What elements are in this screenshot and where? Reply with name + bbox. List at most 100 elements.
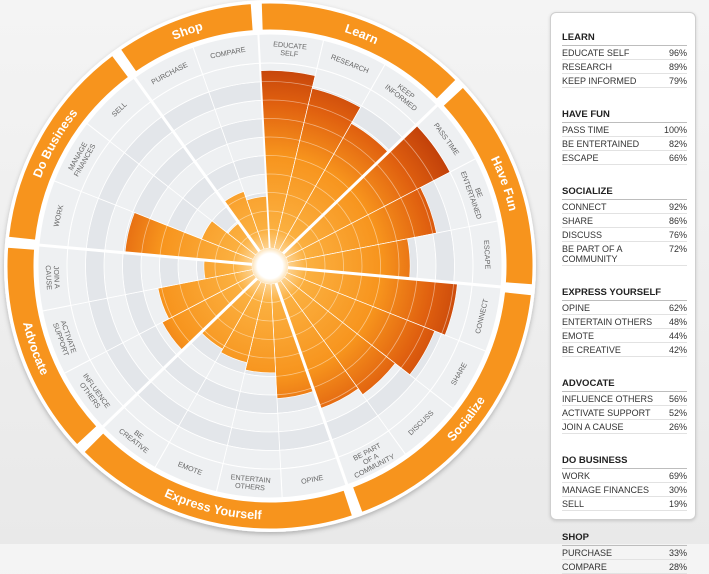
section-ring-express-yourself	[83, 432, 354, 530]
legend-label: DISCUSS	[562, 230, 603, 240]
legend-row: ACTIVATE SUPPORT 52%	[562, 406, 687, 420]
grid-band	[103, 250, 126, 299]
section-ring-have-fun	[442, 86, 534, 286]
legend-value: 62%	[668, 303, 687, 313]
legend-label: EDUCATE SELF	[562, 48, 630, 58]
legend-group-title: HAVE FUN	[562, 96, 687, 123]
grid-band	[159, 255, 181, 288]
legend-label: SHARE	[562, 216, 594, 226]
section-divider	[78, 277, 259, 451]
legend-label: RESEARCH	[562, 62, 613, 72]
legend-label: INFLUENCE OTHERS	[562, 394, 654, 404]
legend-group: HAVE FUN PASS TIME 100% BE ENTERTAINED 82% ES…	[562, 96, 687, 165]
legend-value: 96%	[668, 48, 687, 58]
legend-label: WORK	[562, 471, 590, 481]
wheel-label-opine: OPINE	[300, 473, 324, 486]
wheel-label-educate-self: EDUCATESELF	[272, 39, 307, 59]
legend-value: 28%	[668, 562, 687, 572]
legend-row: EDUCATE SELF 96%	[562, 46, 687, 60]
legend-row: CONNECT 92%	[562, 200, 687, 214]
legend-label: JOIN A CAUSE	[562, 422, 624, 432]
legend-value: 82%	[668, 139, 687, 149]
section-divider	[287, 266, 535, 292]
legend-label: MANAGE FINANCES	[562, 485, 650, 495]
wheel-label-entertain-others: ENTERTAINOTHERS	[230, 472, 271, 493]
legend-label: PURCHASE	[562, 548, 613, 558]
legend-label: SELL	[562, 499, 585, 509]
legend-value: 66%	[668, 153, 687, 163]
legend-label: KEEP INFORMED	[562, 76, 637, 86]
legend-group-title: ADVOCATE	[562, 365, 687, 392]
grid-band	[122, 252, 144, 296]
section-divider	[114, 49, 261, 253]
grid-band	[177, 257, 199, 285]
legend-value: 44%	[668, 331, 687, 341]
legend-group: DO BUSINESS WORK 69% MANAGE FINANCES 30% SELL…	[562, 442, 687, 511]
legend-label: COMPARE	[562, 562, 607, 572]
grid-band	[140, 253, 163, 292]
section-ring-shop	[119, 3, 254, 73]
legend-value: 76%	[668, 230, 687, 240]
legend-row: INFLUENCE OTHERS 56%	[562, 392, 687, 406]
legend-row: BE PART OF A COMMUNITY 72%	[562, 242, 687, 266]
legend-group-title: DO BUSINESS	[562, 442, 687, 469]
legend-group: SHOP PURCHASE 33% COMPARE 28%	[562, 519, 687, 574]
legend-row: BE CREATIVE 42%	[562, 343, 687, 357]
legend-label: PASS TIME	[562, 125, 610, 135]
legend-value: 52%	[668, 408, 687, 418]
legend-row: PASS TIME 100%	[562, 123, 687, 137]
legend-label: ACTIVATE SUPPORT	[562, 408, 651, 418]
legend-panel: LEARN EDUCATE SELF 96% RESEARCH 89% KEEP INFO…	[550, 12, 696, 574]
legend-group-title: EXPRESS YOURSELF	[562, 274, 687, 301]
legend-label: BE CREATIVE	[562, 345, 621, 355]
legend-label: BE PART OF A COMMUNITY	[562, 244, 623, 264]
legend-row: MANAGE FINANCES 30%	[562, 483, 687, 497]
legend-value: 33%	[668, 548, 687, 558]
section-ring-socialize	[351, 291, 532, 514]
legend-label: CONNECT	[562, 202, 607, 212]
legend-value: 48%	[668, 317, 687, 327]
grid-band	[235, 391, 279, 414]
legend-value: 19%	[668, 499, 687, 509]
legend-label: ESCAPE	[562, 153, 599, 163]
section-divider	[274, 282, 360, 517]
legend-value: 42%	[668, 345, 687, 355]
legend-row: ENTERTAIN OTHERS 48%	[562, 315, 687, 329]
section-ring-do-business	[8, 54, 130, 241]
section-divider	[281, 81, 462, 255]
grid-band	[414, 233, 437, 282]
wheel-label-escape: ESCAPE	[482, 240, 493, 270]
legend-value: 56%	[668, 394, 687, 404]
grid-band	[239, 373, 278, 396]
legend-value: 92%	[668, 202, 687, 212]
section-divider	[5, 240, 253, 266]
legend-group: EXPRESS YOURSELF OPINE 62% ENTERTAIN OTHERS…	[562, 274, 687, 357]
legend-group: ADVOCATE INFLUENCE OTHERS 56% ACTIVATE SUPP…	[562, 365, 687, 434]
legend-row: JOIN A CAUSE 26%	[562, 420, 687, 434]
section-ring-learn	[260, 2, 457, 100]
label-band	[192, 33, 260, 76]
grid-band	[85, 248, 108, 303]
legend-value: 100%	[663, 125, 687, 135]
legend-label: OPINE	[562, 303, 591, 313]
grid-band	[432, 229, 455, 284]
section-ring-advocate	[6, 246, 98, 446]
legend-value: 30%	[668, 485, 687, 495]
legend-row: DISCUSS 76%	[562, 228, 687, 242]
legend-value: 79%	[668, 76, 687, 86]
legend-group: LEARN EDUCATE SELF 96% RESEARCH 89% KEEP INFO…	[562, 21, 687, 88]
legend-value: 69%	[668, 471, 687, 481]
grid-band	[66, 247, 90, 306]
legend-row: WORK 69%	[562, 469, 687, 483]
legend-row: PURCHASE 33%	[562, 546, 687, 560]
legend-label: BE ENTERTAINED	[562, 139, 640, 149]
center-hub	[252, 248, 288, 284]
legend-row: SELL 19%	[562, 497, 687, 511]
legend-row: BE ENTERTAINED 82%	[562, 137, 687, 151]
legend-group-title: LEARN	[562, 21, 687, 46]
legend-group: SOCIALIZE CONNECT 92% SHARE 86% DISCUSS 76% BE …	[562, 173, 687, 266]
legend-value: 89%	[668, 62, 687, 72]
legend-row: SHARE 86%	[562, 214, 687, 228]
legend-value: 86%	[668, 216, 687, 226]
